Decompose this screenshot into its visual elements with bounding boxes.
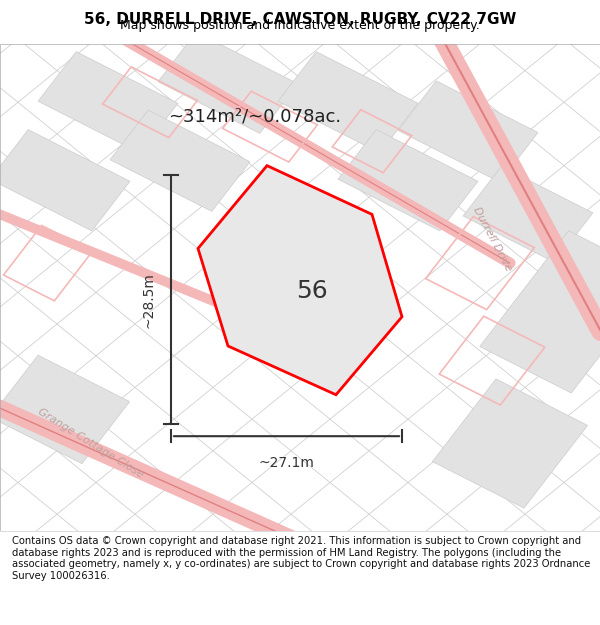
Polygon shape bbox=[198, 166, 402, 395]
Polygon shape bbox=[433, 379, 587, 508]
Polygon shape bbox=[398, 81, 538, 182]
Polygon shape bbox=[463, 166, 593, 262]
Text: Grange Cottage Close: Grange Cottage Close bbox=[36, 407, 145, 480]
Polygon shape bbox=[0, 355, 130, 464]
Text: Contains OS data © Crown copyright and database right 2021. This information is : Contains OS data © Crown copyright and d… bbox=[12, 536, 590, 581]
Polygon shape bbox=[278, 52, 418, 153]
Text: Durrell Drive: Durrell Drive bbox=[471, 205, 513, 272]
Text: Map shows position and indicative extent of the property.: Map shows position and indicative extent… bbox=[120, 19, 480, 31]
Text: ~28.5m: ~28.5m bbox=[142, 272, 156, 328]
Text: 56, DURRELL DRIVE, CAWSTON, RUGBY, CV22 7GW: 56, DURRELL DRIVE, CAWSTON, RUGBY, CV22 … bbox=[84, 12, 516, 28]
Text: ~27.1m: ~27.1m bbox=[259, 456, 314, 470]
Polygon shape bbox=[0, 129, 130, 231]
Polygon shape bbox=[338, 129, 478, 231]
Polygon shape bbox=[158, 32, 298, 133]
Text: 56: 56 bbox=[296, 279, 328, 302]
Polygon shape bbox=[479, 231, 600, 393]
Polygon shape bbox=[110, 110, 250, 211]
Text: ~314m²/~0.078ac.: ~314m²/~0.078ac. bbox=[168, 108, 341, 126]
Polygon shape bbox=[38, 52, 178, 153]
